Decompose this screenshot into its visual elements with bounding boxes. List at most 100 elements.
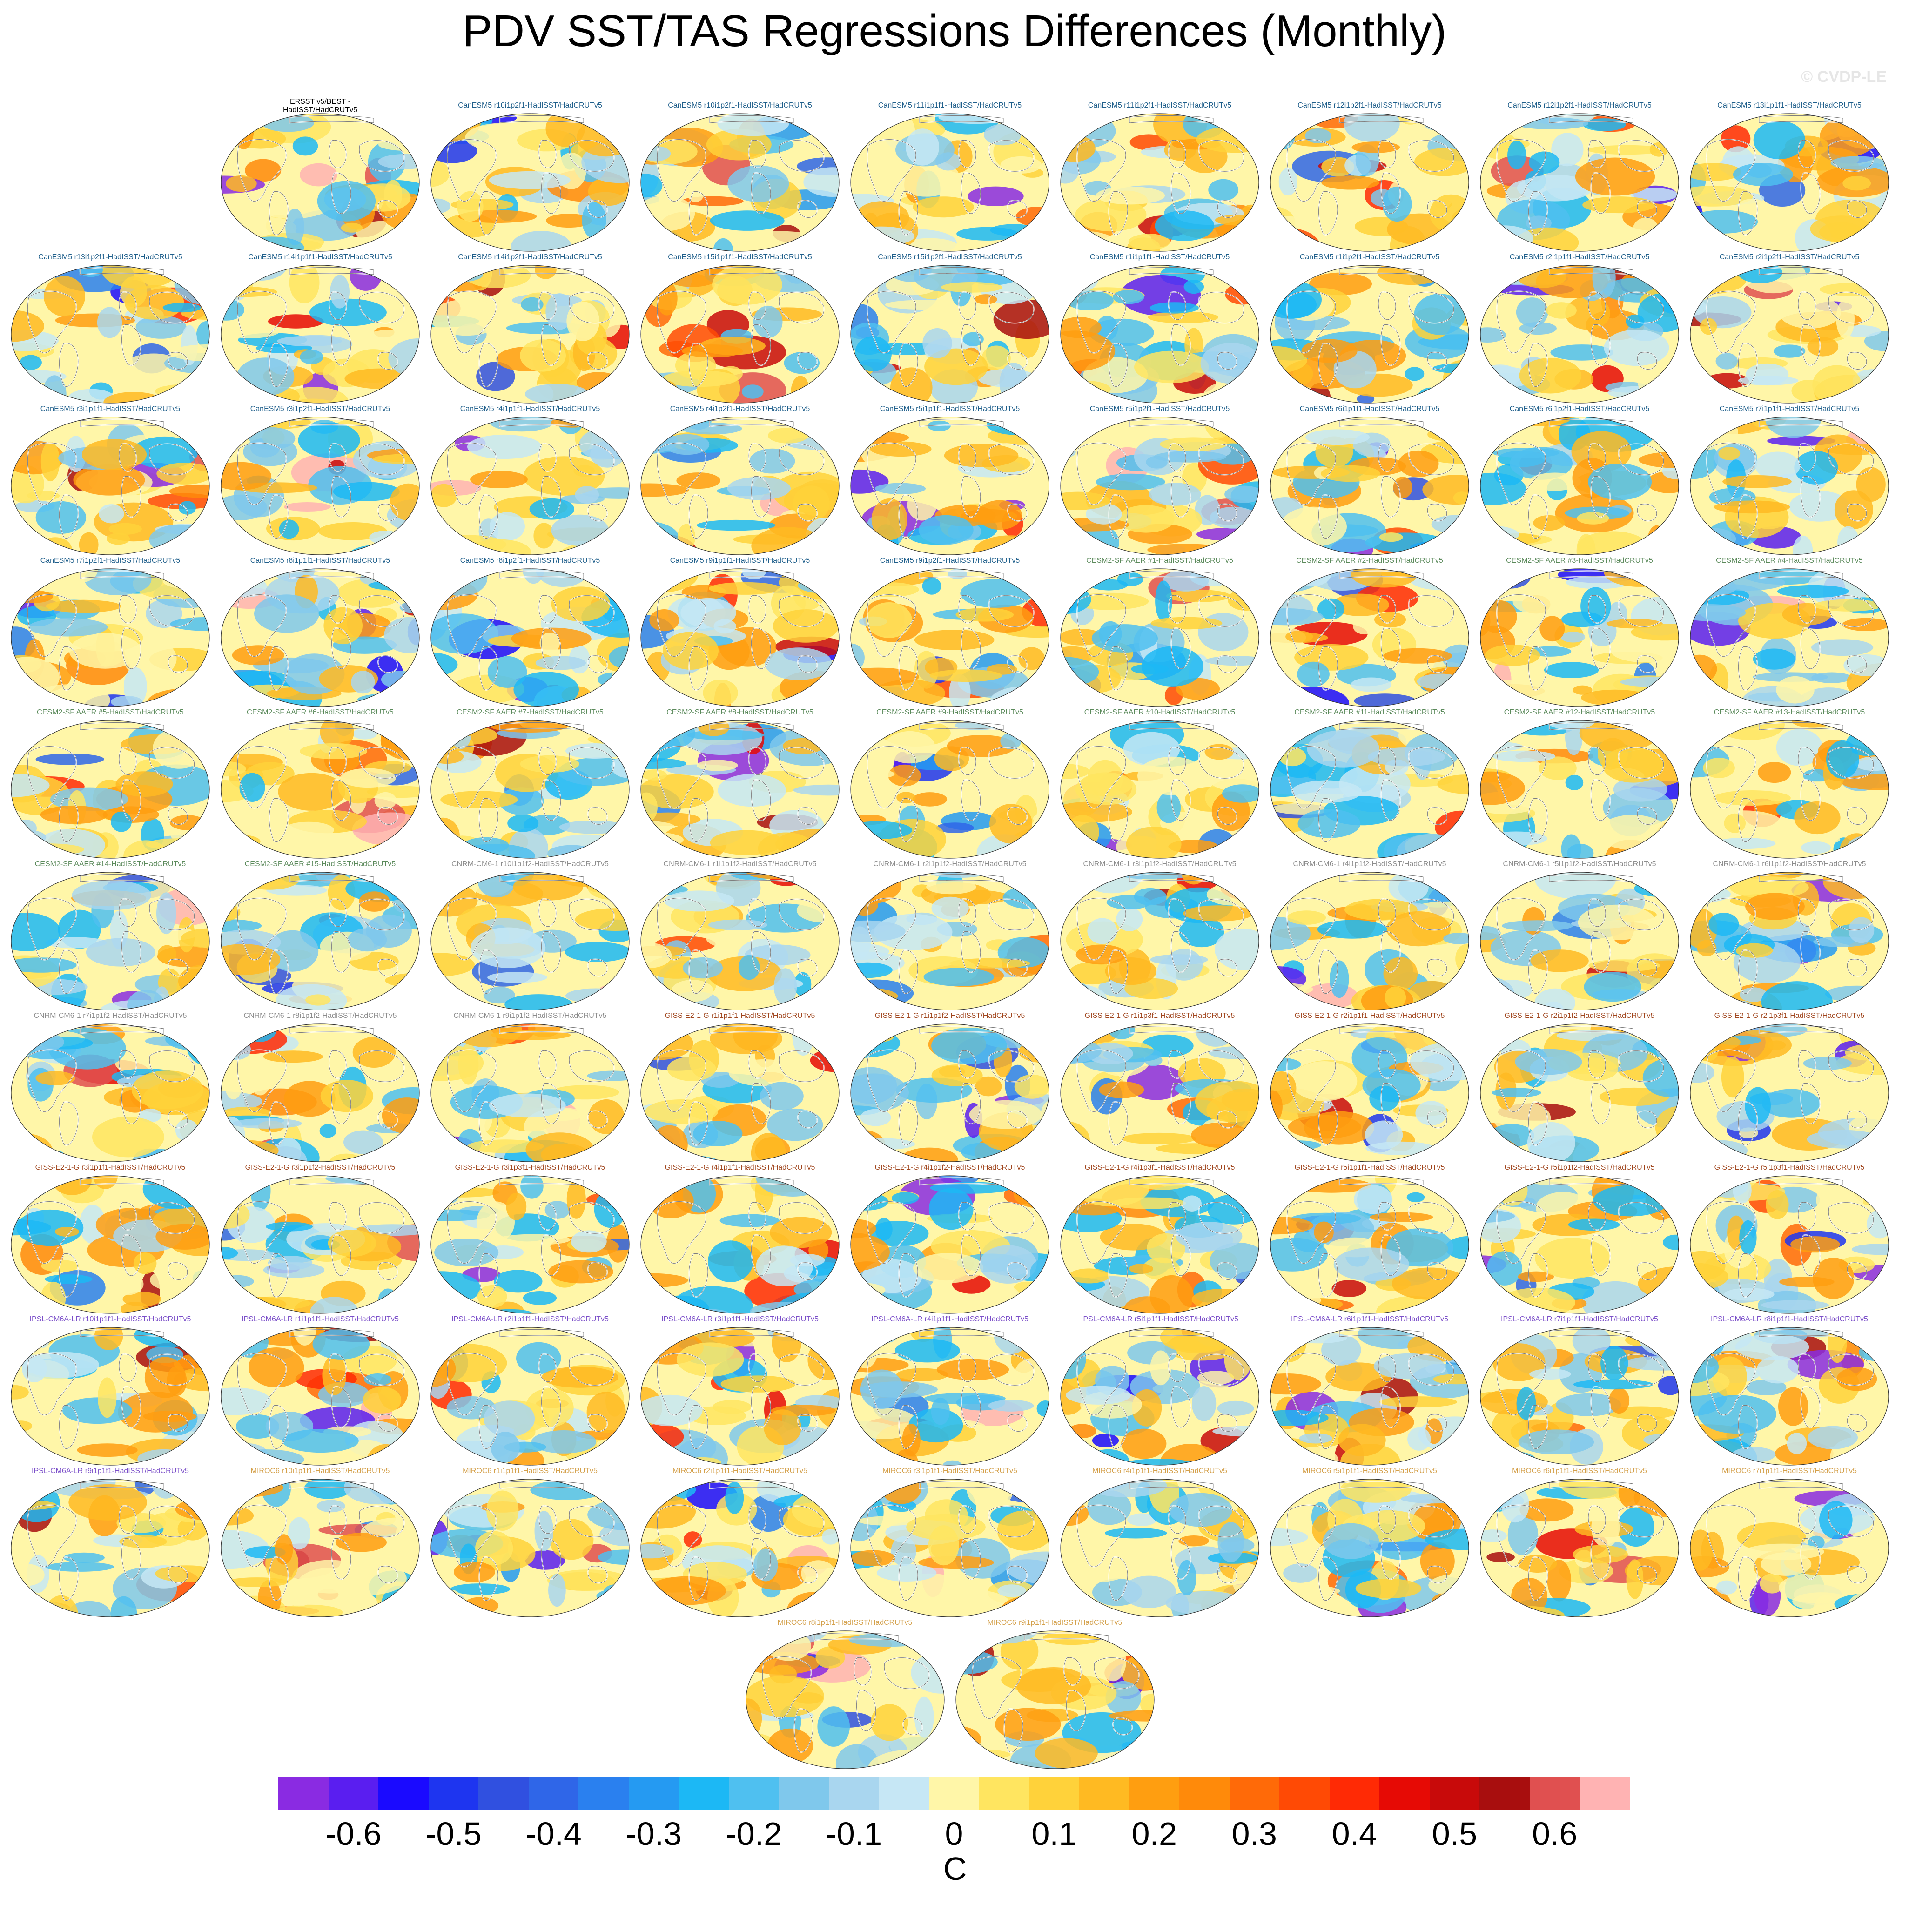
anomaly-patch — [1061, 158, 1079, 184]
map-panel: CanESM5 r11i1p2f1-HadISST/HadCRUTv5 — [1060, 101, 1260, 255]
continent-outline-dark — [958, 1202, 976, 1231]
continent-outline-dark — [1706, 1505, 1756, 1567]
regression-map — [1690, 113, 1889, 252]
map-panel: MIROC6 r5i1p1f1-HadISST/HadCRUTv5 — [1270, 1467, 1470, 1621]
panel-title: CESM2-SF AAER #5-HadISST/HadCRUTv5 — [37, 708, 184, 716]
anomaly-patch — [866, 602, 912, 638]
anomaly-patch — [1480, 1340, 1496, 1351]
colorbar-swatch — [879, 1777, 929, 1810]
regression-map — [11, 1023, 210, 1162]
map-boundary — [430, 1327, 630, 1466]
anomaly-patch — [803, 167, 839, 197]
anomaly-patch — [681, 344, 743, 358]
map-boundary — [1690, 1023, 1889, 1162]
map-panel: CNRM-CM6-1 r3i1p1f2-HadISST/HadCRUTv5 — [1060, 860, 1260, 1014]
anomaly-patch — [1776, 729, 1823, 766]
regression-map — [640, 872, 840, 1010]
anomaly-patch — [913, 196, 975, 218]
map-boundary — [640, 568, 840, 707]
map-panel: GISS-E2-1-G r5i1p1f2-HadISST/HadCRUTv5 — [1479, 1164, 1680, 1317]
anomaly-patch — [922, 328, 952, 358]
continent-outline-dark — [1738, 798, 1758, 842]
anomaly-patch — [1108, 1710, 1154, 1722]
continent-outline-dark — [1339, 1481, 1424, 1489]
anomaly-patch — [1061, 629, 1103, 646]
continent-outline-dark — [27, 898, 77, 960]
anomaly-patch — [1591, 1508, 1620, 1548]
colorbar-units: C — [943, 1851, 967, 1887]
anomaly-patch — [641, 1248, 672, 1259]
anomaly-patch — [268, 314, 324, 329]
anomaly-patch — [1425, 1528, 1469, 1550]
continent-outline-dark — [289, 419, 374, 427]
continent-outline-dark — [1129, 1481, 1214, 1489]
regression-map — [221, 1023, 420, 1162]
continent-outline-dark — [27, 1505, 77, 1567]
anomaly-patch — [525, 1388, 574, 1427]
continent-outline-dark — [59, 1405, 79, 1449]
continent-outline-dark — [569, 1050, 614, 1082]
anomaly-patch — [1630, 188, 1678, 202]
continent-outline-dark — [1217, 504, 1237, 521]
continent-outline-dark — [1801, 1083, 1821, 1124]
anomaly-patch — [713, 619, 736, 633]
anomaly-patch — [1816, 1181, 1864, 1219]
anomaly-patch — [11, 1420, 33, 1432]
continent-outline-dark — [479, 1557, 498, 1601]
map-boundary — [1270, 1175, 1469, 1314]
continent-outline-dark — [1549, 722, 1633, 730]
anomaly-patch — [1836, 299, 1855, 339]
continent-outline-dark — [1588, 291, 1606, 320]
continent-outline-dark — [1798, 595, 1816, 624]
anomaly-patch — [602, 1290, 629, 1303]
anomaly-patch — [431, 991, 450, 1010]
anomaly-patch — [575, 908, 629, 931]
anomaly-patch — [1127, 1513, 1156, 1526]
colorbar-tick-label: 0 — [945, 1816, 963, 1852]
anomaly-patch — [511, 231, 571, 251]
anomaly-patch — [1217, 1479, 1259, 1496]
anomaly-patch — [352, 728, 377, 740]
anomaly-patch — [72, 880, 151, 910]
anomaly-patch — [1713, 838, 1776, 849]
anomaly-patch — [604, 1584, 627, 1599]
anomaly-patch — [907, 489, 937, 521]
regression-map — [1270, 872, 1469, 1010]
anomaly-patch — [1270, 391, 1284, 403]
anomaly-patch — [506, 1192, 527, 1220]
continent-outline-dark — [1003, 1709, 1023, 1752]
anomaly-patch — [1607, 386, 1667, 399]
colorbar-tick-label: 0.5 — [1432, 1816, 1478, 1852]
map-boundary — [1480, 265, 1679, 404]
regression-map — [1690, 1479, 1889, 1617]
anomaly-patch — [275, 1534, 293, 1565]
anomaly-patch — [111, 811, 132, 832]
anomaly-patch — [1812, 365, 1862, 403]
continent-outline-dark — [1217, 807, 1237, 825]
continent-outline-dark — [961, 1538, 981, 1580]
anomaly-patch — [1480, 872, 1512, 882]
continent-outline-dark — [797, 1262, 818, 1280]
panel-title: CanESM5 r3i1p1f1-HadISST/HadCRUTv5 — [40, 405, 181, 413]
anomaly-patch — [1539, 756, 1577, 780]
continent-outline-dark — [1528, 1253, 1548, 1297]
regression-map — [745, 1630, 945, 1769]
anomaly-patch — [1794, 801, 1841, 835]
continent-outline-dark — [1109, 646, 1128, 690]
continent-outline-dark — [1798, 1202, 1816, 1231]
anomaly-patch — [1035, 1738, 1098, 1769]
continent-outline-dark — [1588, 747, 1606, 775]
map-panel: GISS-E2-1-G r1i1p1f1-HadISST/HadCRUTv5 — [640, 1012, 840, 1165]
anomaly-patch — [641, 1306, 684, 1313]
continent-outline-dark — [587, 807, 608, 825]
anomaly-patch — [1690, 377, 1719, 403]
continent-outline-dark — [748, 291, 766, 320]
continent-outline-dark — [1759, 1026, 1843, 1034]
continent-outline-dark — [1591, 1538, 1611, 1580]
continent-outline-dark — [899, 1405, 918, 1449]
panel-title: CanESM5 r14i1p2f1-HadISST/HadCRUTv5 — [458, 253, 602, 261]
regression-map — [1480, 720, 1679, 859]
anomaly-patch — [1148, 311, 1218, 323]
colorbar-swatch — [1329, 1777, 1380, 1810]
anomaly-patch — [931, 1028, 1007, 1064]
